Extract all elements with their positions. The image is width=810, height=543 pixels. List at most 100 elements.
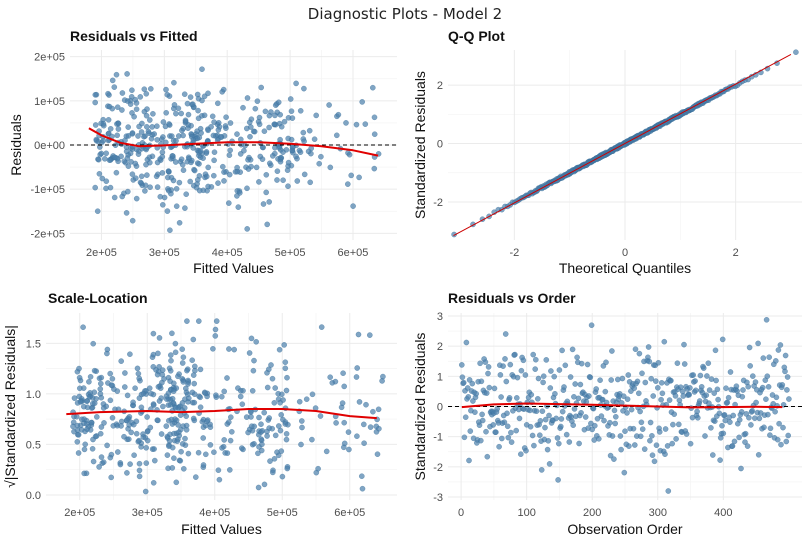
data-point xyxy=(272,112,278,119)
data-point xyxy=(370,408,376,415)
resid-fitted-xlabel: Fitted Values xyxy=(193,260,274,276)
data-point xyxy=(164,91,171,98)
data-point xyxy=(315,465,321,472)
data-point xyxy=(545,437,552,444)
data-point xyxy=(153,367,159,373)
data-point xyxy=(649,452,656,459)
data-point xyxy=(119,90,126,96)
data-point xyxy=(127,461,133,467)
data-point xyxy=(498,394,504,400)
data-point xyxy=(197,366,204,373)
x-tick-label: 4e+05 xyxy=(212,247,243,259)
data-point xyxy=(141,133,147,140)
data-point xyxy=(498,435,505,442)
data-point xyxy=(513,395,520,401)
scale-location-title: Scale-Location xyxy=(48,290,148,306)
y-tick-label: 2 xyxy=(437,80,443,92)
x-tick-label: 6e+05 xyxy=(334,507,365,519)
data-point xyxy=(90,340,97,347)
data-point xyxy=(763,316,770,323)
data-point xyxy=(485,370,491,377)
data-point xyxy=(95,138,102,145)
data-point xyxy=(262,108,269,115)
data-point xyxy=(477,360,483,367)
data-point xyxy=(284,167,291,174)
data-point xyxy=(318,324,325,330)
data-point xyxy=(130,399,136,406)
data-point xyxy=(226,171,233,178)
data-point xyxy=(137,179,144,186)
data-point xyxy=(235,204,242,210)
data-point xyxy=(371,114,378,121)
data-point xyxy=(264,384,271,391)
data-point xyxy=(95,156,102,163)
data-point xyxy=(759,384,766,391)
y-tick-label: 2e+05 xyxy=(34,52,65,64)
data-point xyxy=(196,161,202,167)
data-point xyxy=(647,419,654,426)
data-point xyxy=(132,175,139,182)
data-point xyxy=(793,49,799,56)
data-point xyxy=(508,439,515,445)
data-point xyxy=(189,357,196,364)
data-point xyxy=(694,414,701,421)
data-point xyxy=(165,168,172,174)
data-point xyxy=(180,132,186,139)
data-point xyxy=(748,422,754,428)
data-point xyxy=(341,383,348,390)
data-point xyxy=(139,120,145,127)
data-point xyxy=(624,410,630,416)
data-point xyxy=(348,172,355,179)
data-point xyxy=(175,373,181,380)
data-point xyxy=(326,102,332,108)
data-point xyxy=(199,66,205,73)
data-point xyxy=(540,373,547,380)
data-point xyxy=(555,440,562,447)
data-point xyxy=(179,346,186,353)
data-point xyxy=(531,442,537,449)
resid-order-ylabel: Standardized Residuals xyxy=(412,333,428,481)
qq-ylabel: Standardized Residuals xyxy=(412,71,428,219)
data-point xyxy=(782,368,788,375)
data-point xyxy=(181,405,188,411)
data-point xyxy=(266,415,273,421)
data-point xyxy=(261,481,268,488)
data-point xyxy=(641,446,648,452)
data-point xyxy=(218,393,225,400)
data-point xyxy=(767,425,774,432)
data-point xyxy=(516,415,523,422)
data-point xyxy=(242,142,248,149)
data-point xyxy=(114,132,121,139)
data-point xyxy=(190,145,196,151)
resid-fitted-smooth-line xyxy=(88,127,379,157)
data-point xyxy=(255,118,262,125)
data-point xyxy=(555,477,561,483)
data-point xyxy=(172,340,179,347)
data-point xyxy=(150,402,157,408)
data-point xyxy=(612,420,619,427)
data-point xyxy=(578,409,584,416)
plot-panels: 2e+05 3e+05 4e+05 5e+05 6e+05 -2e+05 -1e+05 0e+… xyxy=(2,28,802,537)
qq-title: Q-Q Plot xyxy=(448,28,505,44)
data-point xyxy=(136,473,143,480)
data-point xyxy=(133,430,140,437)
y-tick-label: 0 xyxy=(437,139,443,151)
data-point xyxy=(238,445,245,451)
data-point xyxy=(219,163,226,170)
data-point xyxy=(272,102,279,109)
data-point xyxy=(507,361,514,368)
data-point xyxy=(369,84,376,91)
data-point xyxy=(114,104,121,111)
data-point xyxy=(210,132,217,139)
data-point xyxy=(166,438,173,444)
data-point xyxy=(501,419,508,426)
data-point xyxy=(356,174,362,181)
data-point xyxy=(736,434,742,441)
data-point xyxy=(666,397,673,403)
data-point xyxy=(143,123,150,130)
data-point xyxy=(180,465,187,472)
data-point xyxy=(171,79,177,86)
data-point xyxy=(123,210,130,216)
data-point xyxy=(362,121,369,127)
data-point xyxy=(212,326,219,333)
